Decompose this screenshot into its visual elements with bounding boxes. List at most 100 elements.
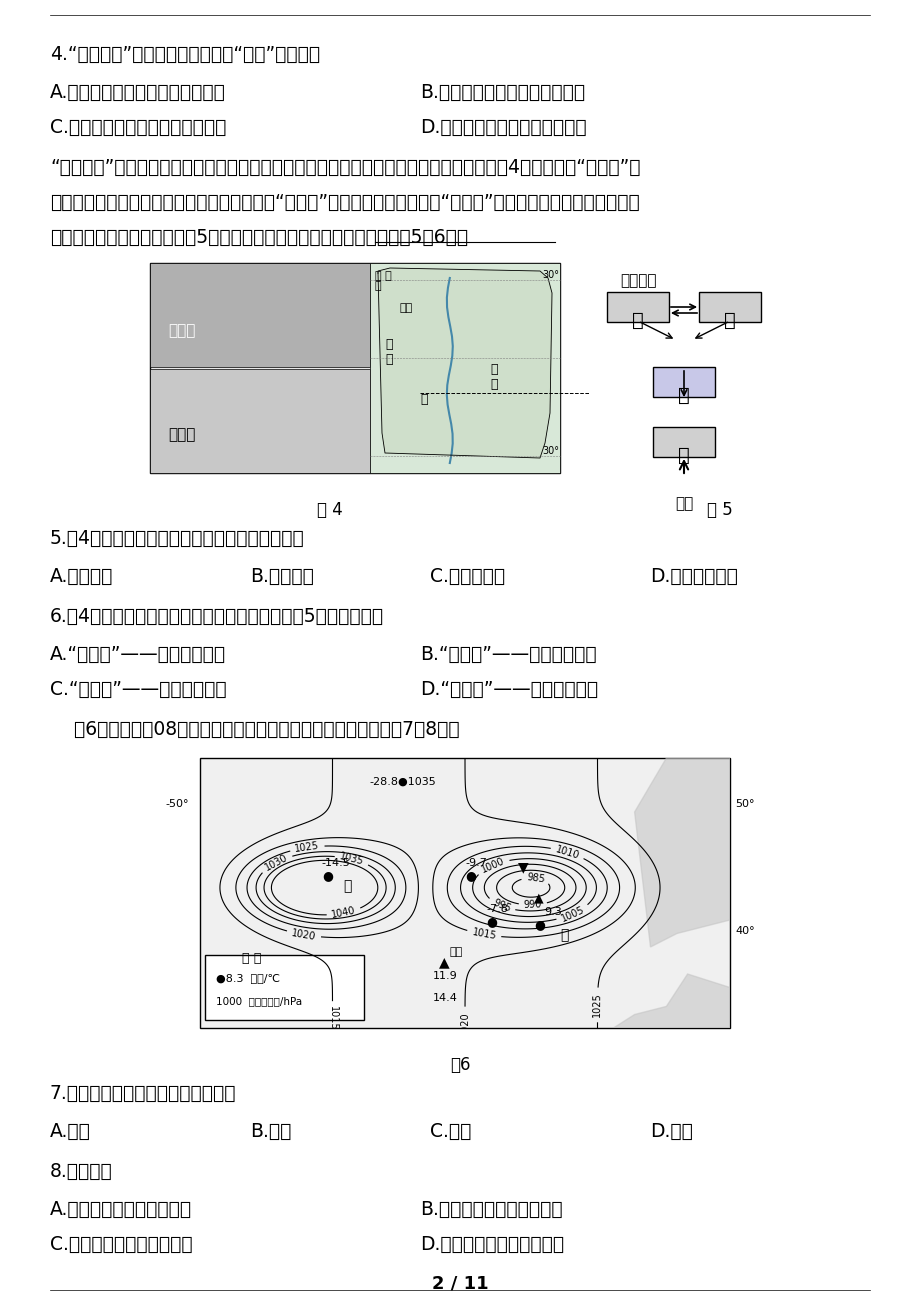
FancyBboxPatch shape <box>652 427 714 457</box>
Text: 沙粒上覆盖着黑色玄武岐砂砂砍而呼现黑色；“白沙漠”中裸露分布着众多白色“蕤葙石”，是数万年前海洋生物残骸不: 沙粒上覆盖着黑色玄武岐砂砂砍而呼现黑色；“白沙漠”中裸露分布着众多白色“蕤葙石”… <box>50 193 639 212</box>
Text: 图6为某年某日08时亚洲部分地区海平面天气图。据此，完成第7、8题。: 图6为某年某日08时亚洲部分地区海平面天气图。据此，完成第7、8题。 <box>50 720 460 740</box>
Text: ▼: ▼ <box>517 861 528 875</box>
Text: 40°: 40° <box>734 926 754 936</box>
Text: D.急流、旋涡夹带砂石磨蚀河床: D.急流、旋涡夹带砂石磨蚀河床 <box>420 118 586 137</box>
Text: 1010: 1010 <box>554 844 580 861</box>
Text: 985: 985 <box>525 872 545 884</box>
Text: A.立夏: A.立夏 <box>50 1122 91 1141</box>
Text: 黑沙漠: 黑沙漠 <box>168 323 195 339</box>
Text: 开罗: 开罗 <box>400 303 413 312</box>
Polygon shape <box>378 268 551 458</box>
Text: A.“黑沙漠”——甲，岐浆活动: A.“黑沙漠”——甲，岐浆活动 <box>50 644 226 664</box>
Text: C.河流携带的砂石、泥沙沉积而成: C.河流携带的砂石、泥沙沉积而成 <box>50 118 226 137</box>
Text: D.“白沙漠”——丁，风化侵蚀: D.“白沙漠”——丁，风化侵蚀 <box>420 680 597 699</box>
Text: -28.8●1035: -28.8●1035 <box>369 777 436 786</box>
Text: ●: ● <box>464 870 475 883</box>
Text: ●: ● <box>322 870 333 883</box>
Text: 1025: 1025 <box>592 992 602 1017</box>
Text: 6.图4景观照片中的岐石及其主要地质成因，与图5对应正确的是: 6.图4景观照片中的岐石及其主要地质成因，与图5对应正确的是 <box>50 607 384 626</box>
Text: ▲: ▲ <box>438 954 448 969</box>
Text: A.甲地气流辐散，吹西南风: A.甲地气流辐散，吹西南风 <box>50 1200 192 1219</box>
Text: B.乙地气压升高，阴雨连绵: B.乙地气压升高，阴雨连绵 <box>420 1200 562 1219</box>
Bar <box>150 368 369 473</box>
Text: C.副热带高压: C.副热带高压 <box>429 566 505 586</box>
Text: 14.4: 14.4 <box>433 993 458 1003</box>
Text: 1005: 1005 <box>559 904 585 923</box>
Text: 海: 海 <box>490 378 497 391</box>
Text: C.北京可能大风、沙尘天气: C.北京可能大风、沙尘天气 <box>50 1236 192 1254</box>
Bar <box>150 263 560 473</box>
Text: 变质作用: 变质作用 <box>619 273 656 288</box>
Text: 1015: 1015 <box>471 927 496 941</box>
Text: B.东南信风: B.东南信风 <box>250 566 313 586</box>
Text: 995: 995 <box>491 897 512 914</box>
Bar <box>369 263 560 473</box>
Text: 11.9: 11.9 <box>433 971 458 982</box>
Text: 图 例: 图 例 <box>242 952 262 965</box>
Text: 1020: 1020 <box>460 1012 470 1036</box>
Text: 图 4: 图 4 <box>317 501 343 519</box>
Text: 断堆积而成的一种石灰岐。图5为岐石圈物质循环示意图。据此，完成第5、6题。: 断堆积而成的一种石灰岐。图5为岐石圈物质循环示意图。据此，完成第5、6题。 <box>50 228 468 247</box>
Text: 1025: 1025 <box>294 841 320 854</box>
Text: ●: ● <box>485 915 496 928</box>
Text: D.人类农耕活动: D.人类农耕活动 <box>650 566 737 586</box>
Text: 地 中: 地 中 <box>375 271 391 281</box>
Bar <box>150 263 369 367</box>
Text: A.基岐河床受冰川作用的历史遗迹: A.基岐河床受冰川作用的历史遗迹 <box>50 83 226 102</box>
Text: 图 5: 图 5 <box>707 501 732 519</box>
FancyBboxPatch shape <box>698 292 760 322</box>
Text: 1015: 1015 <box>327 1006 337 1031</box>
Text: 30°: 30° <box>541 447 559 456</box>
Text: 乙: 乙 <box>560 928 568 941</box>
FancyBboxPatch shape <box>607 292 668 322</box>
Text: 4.“石龙过江”景观中，基岐河床上“壶穴”的成因是: 4.“石龙过江”景观中，基岐河床上“壶穴”的成因是 <box>50 46 320 64</box>
Text: -14.5: -14.5 <box>322 858 350 868</box>
Text: 甲: 甲 <box>343 879 351 893</box>
Text: B.地壳抬升，河流沉积物被风化: B.地壳抬升，河流沉积物被风化 <box>420 83 584 102</box>
Text: 丁: 丁 <box>723 311 735 329</box>
Polygon shape <box>634 758 729 947</box>
Text: 海: 海 <box>375 281 381 292</box>
Text: 1020: 1020 <box>290 928 316 941</box>
Text: 北京: 北京 <box>448 947 462 957</box>
Text: 及: 及 <box>384 353 392 366</box>
Text: 50°: 50° <box>734 798 754 809</box>
Text: 乙: 乙 <box>677 385 689 405</box>
FancyBboxPatch shape <box>652 367 714 397</box>
Text: 2 / 11: 2 / 11 <box>431 1275 488 1293</box>
Text: -50°: -50° <box>165 798 189 809</box>
Text: 1000  海平面气压/hPa: 1000 海平面气压/hPa <box>216 996 301 1005</box>
Text: ▲: ▲ <box>533 891 543 904</box>
Text: ●8.3  气温/℃: ●8.3 气温/℃ <box>216 973 279 983</box>
Text: ●: ● <box>533 918 544 931</box>
Text: 7.正常年份情况下，该日最可能接近: 7.正常年份情况下，该日最可能接近 <box>50 1085 236 1103</box>
Text: 埃: 埃 <box>384 339 392 352</box>
Text: 5.图4中尼罗河西岸气候干旱，其主要影响因素是: 5.图4中尼罗河西岸气候干旱，其主要影响因素是 <box>50 529 304 548</box>
Text: 990: 990 <box>523 900 541 910</box>
Text: B.春分: B.春分 <box>250 1122 291 1141</box>
Text: 红: 红 <box>490 363 497 376</box>
FancyBboxPatch shape <box>205 956 364 1019</box>
Text: 罗: 罗 <box>420 393 427 406</box>
Text: D.立秋: D.立秋 <box>650 1122 692 1141</box>
Text: 8.据图推断: 8.据图推断 <box>50 1161 113 1181</box>
Text: 地幔: 地幔 <box>675 496 692 510</box>
Bar <box>199 758 729 1029</box>
Text: 甲: 甲 <box>677 447 689 465</box>
Text: B.“黑沙漠”——乙，喷出作用: B.“黑沙漠”——乙，喷出作用 <box>420 644 596 664</box>
Text: “黑白沙漠”位于埃及尼罗河西岸广袐的沙漠中，因表面呼现出独特的黑白色彩而著称（如图4）。其中，“黑沙漠”因: “黑白沙漠”位于埃及尼罗河西岸广袐的沙漠中，因表面呼现出独特的黑白色彩而著称（如… <box>50 158 640 177</box>
Polygon shape <box>581 974 729 1029</box>
Text: 图6: 图6 <box>449 1056 470 1074</box>
Text: 1000: 1000 <box>479 855 505 875</box>
Text: 1030: 1030 <box>263 853 289 872</box>
Text: 丙: 丙 <box>631 311 643 329</box>
Text: D.北方地区发生大范围雾霾: D.北方地区发生大范围雾霾 <box>420 1236 563 1254</box>
Text: 1040: 1040 <box>331 906 357 921</box>
Text: 9.3: 9.3 <box>544 906 562 917</box>
Text: C.“白沙漠”——丙，流水侵蚀: C.“白沙漠”——丙，流水侵蚀 <box>50 680 226 699</box>
Text: 30°: 30° <box>541 270 559 280</box>
Text: -9.7: -9.7 <box>464 858 486 868</box>
Text: -7.8: -7.8 <box>485 904 507 914</box>
Text: 1035: 1035 <box>338 852 365 867</box>
Text: C.大寒: C.大寒 <box>429 1122 471 1141</box>
